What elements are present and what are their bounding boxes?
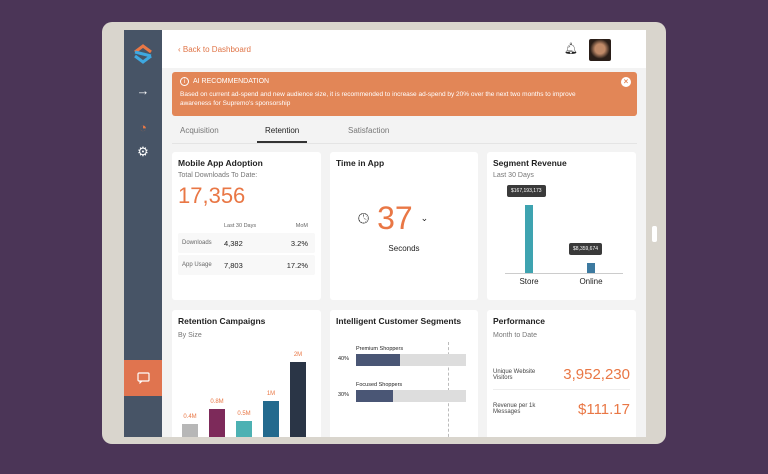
sidebar: → ◔ ⚙: [124, 30, 162, 437]
segment-bar-fill: [356, 354, 400, 366]
campaign-bar: [290, 362, 306, 437]
row-label: App Usage: [182, 262, 212, 268]
row-value: 7,803: [224, 260, 243, 270]
top-header: ‹ Back to Dashboard 🔔︎: [162, 30, 646, 68]
total-downloads: 17,356: [178, 183, 246, 208]
back-to-dashboard-link[interactable]: ‹ Back to Dashboard: [178, 45, 251, 54]
campaign-label: 0.4M: [183, 414, 197, 421]
card-subtitle: Last 30 Days: [493, 172, 534, 179]
card-title: Performance: [493, 316, 545, 326]
dashboard-gauge-icon[interactable]: ◔: [139, 120, 147, 135]
segment-name: Premium Shoppers: [356, 346, 404, 352]
plug-icon[interactable]: ⚙: [137, 144, 149, 159]
revenue-tooltip: $8,359,674: [569, 242, 603, 255]
campaign-label: 2M: [293, 352, 303, 358]
campaign-bar: [263, 401, 279, 437]
segment-revenue-card: Segment Revenue Last 30 Days $167,193,17…: [487, 152, 636, 300]
campaign-label: 0.8M: [210, 398, 224, 405]
segment-pct: 30%: [338, 392, 350, 398]
baseline: [505, 273, 623, 274]
tab-bar: Acquisition Retention Satisfaction: [172, 122, 637, 144]
card-title: Time in App: [336, 158, 385, 168]
row-label: Downloads: [182, 240, 212, 246]
back-label: Back to Dashboard: [182, 45, 251, 54]
retention-campaigns-card: Retention Campaigns By Size 0.4M 0.8M 0.5M…: [172, 310, 321, 437]
chat-icon: [136, 372, 150, 384]
campaign-bar: [236, 420, 252, 437]
mobile-app-adoption-card: Mobile App Adoption Total Downloads To D…: [172, 152, 321, 300]
expand-arrow-icon[interactable]: →: [136, 83, 150, 98]
card-title: Mobile App Adoption: [178, 158, 263, 168]
tab-acquisition[interactable]: Acquisition: [180, 126, 219, 135]
banner-message: Based on current ad-spend and new audien…: [180, 91, 576, 107]
metric-row: Unique Website Visitors 3,952,230: [493, 360, 630, 390]
user-avatar[interactable]: [589, 39, 611, 61]
row-value: 4,382: [224, 238, 243, 248]
revenue-bar: [525, 205, 533, 273]
card-subtitle: By Size: [178, 332, 202, 339]
card-title: Intelligent Customer Segments: [336, 316, 462, 326]
metric-value: $111.17: [578, 400, 630, 418]
metric-label: Unique Website Visitors: [493, 368, 536, 381]
close-banner-icon[interactable]: ×: [621, 77, 631, 87]
row-mom: 17.2%: [286, 260, 308, 270]
tab-satisfaction[interactable]: Satisfaction: [348, 126, 390, 135]
bar-label: Store: [519, 277, 539, 286]
chat-button[interactable]: [124, 360, 162, 396]
revenue-bar: [587, 262, 595, 273]
bar-label: Online: [579, 277, 603, 286]
clock-icon: 🕓︎: [358, 210, 370, 226]
segment-bar: [356, 390, 466, 402]
metric-label: Revenue per 1k Messages: [493, 403, 536, 415]
banner-title: AI RECOMMENDATION: [193, 78, 270, 85]
revenue-tooltip: $167,193,173: [507, 185, 546, 197]
target-line: [448, 342, 449, 437]
performance-card: Performance Month to Date Unique Website…: [487, 310, 636, 437]
segment-name: Focused Shoppers: [356, 382, 403, 388]
row-mom: 3.2%: [290, 238, 308, 248]
campaign-bar: [182, 424, 198, 437]
notification-bell-icon[interactable]: 🔔︎: [564, 43, 578, 55]
logo-icon: [124, 42, 162, 69]
campaign-label: 0.5M: [237, 410, 251, 417]
time-value: 37: [377, 200, 413, 236]
time-in-app-card: Time in App 🕓︎ 37 ⌄ Seconds: [330, 152, 478, 300]
card-title: Segment Revenue: [493, 158, 567, 168]
segment-bar: [356, 354, 466, 366]
card-subtitle: Month to Date: [493, 332, 537, 339]
chevron-down-icon[interactable]: ⌄: [420, 213, 429, 223]
table-row: Downloads 4,382 3.2%: [178, 233, 315, 253]
campaign-bar: [209, 408, 225, 437]
segment-pct: 40%: [338, 356, 350, 362]
tab-retention[interactable]: Retention: [257, 126, 308, 143]
tablet-home-button: [652, 226, 657, 242]
card-subtitle: Total Downloads To Date:: [178, 172, 258, 179]
segment-bar-fill: [356, 390, 394, 402]
table-row: App Usage 7,803 17.2%: [178, 255, 315, 275]
card-title: Retention Campaigns: [178, 316, 266, 326]
col-header: MoM: [295, 223, 308, 229]
info-icon: i: [180, 77, 189, 86]
customer-segments-card: Intelligent Customer Segments Premium Sh…: [330, 310, 478, 437]
metric-value: 3,952,230: [563, 366, 630, 383]
ai-recommendation-banner: i AI RECOMMENDATION Based on current ad-s…: [172, 72, 637, 116]
campaign-label: 1M: [266, 391, 276, 397]
metric-row: Revenue per 1k Messages $111.17: [493, 394, 630, 424]
time-unit: Seconds: [388, 244, 420, 253]
app-screen: → ◔ ⚙ ‹ Back to Dashboard 🔔︎ i AI RECOMME…: [124, 30, 646, 437]
col-header: Last 30 Days: [224, 223, 257, 229]
